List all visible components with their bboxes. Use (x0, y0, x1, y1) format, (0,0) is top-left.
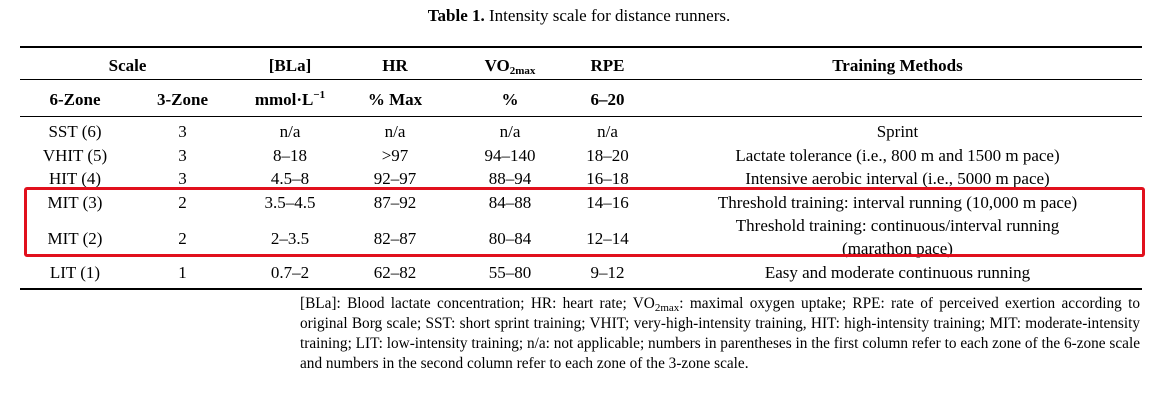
vo2-label: VO (484, 56, 510, 75)
row-lit-hr: 62–82 (373, 263, 417, 282)
header-rpe: RPE (590, 56, 625, 75)
caption-label: Table 1. (427, 6, 485, 25)
row-sst-bla: n/a (279, 122, 301, 141)
table-caption: Table 1. Intensity scale for distance ru… (0, 6, 1158, 26)
row-sst-zone3: 3 (178, 122, 187, 141)
row-vhit-rpe: 18–20 (586, 146, 629, 165)
row-mit2-hr: 82–87 (373, 229, 417, 248)
bla-unit-exponent: −1 (313, 89, 326, 101)
header-6-zone: 6-Zone (49, 90, 101, 109)
row-lit-rpe: 9–12 (590, 263, 625, 282)
row-lit-zone6: LIT (1) (49, 263, 101, 282)
row-mit3-zone3: 2 (178, 193, 187, 212)
row-mit3-bla: 3.5–4.5 (264, 193, 316, 212)
vo2-subscript: 2max (509, 65, 536, 77)
row-mit2-zone6: MIT (2) (47, 229, 103, 248)
bottom-rule (20, 288, 1142, 290)
top-rule (20, 46, 1142, 48)
row-hit-method: Intensive aerobic interval (i.e., 5000 m… (745, 169, 1050, 188)
row-hit-zone6: HIT (4) (48, 169, 102, 188)
row-mit2-method-line2: (marathon pace) (842, 239, 953, 258)
header-vo2max: VO2max (455, 56, 565, 77)
row-mit2-vo2: 80–84 (488, 229, 532, 248)
footnote-part1: [BLa]: Blood lactate concentration; HR: … (300, 295, 655, 312)
row-mit3-zone6: MIT (3) (47, 193, 103, 212)
row-vhit-vo2: 94–140 (484, 146, 536, 165)
table-footnote: [BLa]: Blood lactate concentration; HR: … (300, 294, 1140, 374)
row-hit-zone3: 3 (178, 169, 187, 188)
header-hr: HR (382, 56, 408, 75)
row-lit-vo2: 55–80 (488, 263, 532, 282)
row-hit-bla: 4.5–8 (270, 169, 310, 188)
row-mit2-rpe: 12–14 (586, 229, 629, 248)
row-mit3-rpe: 14–16 (586, 193, 629, 212)
row-sst-vo2: n/a (499, 122, 521, 141)
header-vo2-unit: % (501, 90, 519, 109)
row-mit3-vo2: 84–88 (488, 193, 532, 212)
row-lit-bla: 0.7–2 (270, 263, 310, 282)
row-hit-rpe: 16–18 (586, 169, 629, 188)
row-vhit-zone6: VHIT (5) (42, 146, 108, 165)
header-3-zone: 3-Zone (157, 90, 208, 109)
row-mit3-hr: 87–92 (373, 193, 417, 212)
row-hit-vo2: 88–94 (488, 169, 532, 188)
bla-unit-text: mmol·L (254, 90, 314, 109)
row-sst-method: Sprint (876, 122, 919, 141)
header-rpe-range: 6–20 (590, 90, 625, 109)
row-mit3-method: Threshold training: interval running (10… (717, 193, 1078, 212)
row-vhit-bla: 8–18 (273, 146, 307, 165)
row-mit2-bla: 2–3.5 (270, 229, 310, 248)
header-bla-unit: mmol·L−1 (240, 90, 340, 110)
footnote-part2: : maximal oxygen uptake; RPE: rate of pe… (300, 295, 1141, 372)
row-sst-zone6: SST (6) (48, 122, 102, 141)
caption-text: Intensity scale for distance runners. (484, 6, 731, 25)
row-vhit-zone3: 3 (178, 146, 187, 165)
header-hr-unit: % Max (367, 90, 423, 109)
row-hit-hr: 92–97 (373, 169, 417, 188)
row-sst-hr: n/a (384, 122, 406, 141)
row-vhit-hr: >97 (381, 146, 409, 165)
scale-rule (20, 79, 1142, 80)
row-vhit-method: Lactate tolerance (i.e., 800 m and 1500 … (735, 146, 1060, 165)
row-mit2-method-line1: Threshold training: continuous/interval … (735, 216, 1060, 235)
header-bla: [BLa] (268, 56, 312, 75)
row-sst-rpe: n/a (597, 122, 618, 141)
header-training-methods: Training Methods (832, 56, 963, 75)
row-mit2-zone3: 2 (178, 229, 187, 248)
row-lit-zone3: 1 (178, 263, 187, 282)
header-rule (20, 116, 1142, 117)
highlight-box-mit-rows (24, 187, 1145, 257)
header-scale: Scale (108, 56, 147, 75)
row-lit-method: Easy and moderate continuous running (764, 263, 1031, 282)
footnote-vo2-subscript: 2max (654, 302, 680, 314)
